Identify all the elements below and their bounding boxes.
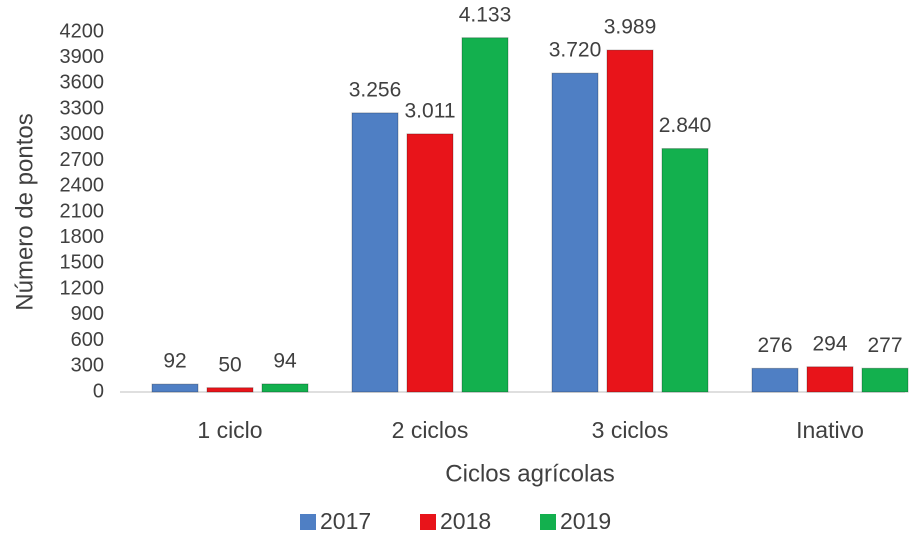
x-tick-label: 2 ciclos	[392, 417, 469, 443]
bar	[551, 72, 599, 393]
x-tick-label: 3 ciclos	[592, 417, 669, 443]
y-tick-label: 900	[71, 303, 104, 325]
y-tick-label: 0	[93, 380, 104, 402]
x-axis-title: Ciclos agrícolas	[445, 460, 614, 487]
bar	[806, 366, 854, 393]
legend-label: 2017	[320, 508, 371, 534]
bar	[606, 49, 654, 393]
value-label: 94	[273, 349, 297, 372]
bar	[406, 133, 454, 393]
y-tick-label: 2400	[60, 175, 105, 197]
value-label: 50	[218, 353, 241, 376]
bar	[261, 383, 309, 393]
value-label: 3.720	[549, 39, 602, 62]
legend-swatch	[300, 514, 316, 530]
bar	[151, 383, 199, 393]
bar	[861, 367, 909, 393]
bar	[351, 112, 399, 393]
y-tick-label: 3000	[60, 123, 105, 145]
legend-label: 2018	[440, 508, 491, 534]
legend-swatch	[420, 514, 436, 530]
value-label: 294	[812, 332, 847, 355]
y-tick-label: 1800	[60, 226, 105, 248]
bar	[461, 37, 509, 393]
bar	[206, 387, 254, 393]
value-label: 4.133	[459, 3, 512, 26]
y-tick-label: 2100	[60, 200, 105, 222]
y-tick-label: 3900	[60, 46, 105, 68]
bar	[661, 148, 709, 393]
value-label: 3.011	[405, 99, 456, 122]
value-label: 92	[163, 350, 186, 373]
y-tick-label: 1200	[60, 277, 105, 299]
y-tick-label: 2700	[60, 149, 105, 171]
y-tick-label: 3600	[60, 72, 105, 94]
legend-swatch	[540, 514, 556, 530]
value-label: 2.840	[659, 114, 712, 137]
y-axis-title: Número de pontos	[11, 113, 38, 310]
x-tick-label: Inativo	[796, 417, 864, 443]
y-tick-label: 600	[71, 329, 104, 351]
bar	[751, 367, 799, 393]
legend-label: 2019	[560, 508, 611, 534]
y-tick-label: 1500	[60, 252, 105, 274]
value-label: 3.256	[349, 78, 402, 101]
value-label: 277	[867, 334, 902, 357]
y-tick-label: 3300	[60, 97, 105, 119]
value-label: 276	[757, 334, 792, 357]
value-label: 3.989	[604, 16, 657, 39]
y-tick-label: 300	[71, 355, 104, 377]
y-tick-label: 4200	[60, 20, 105, 42]
x-tick-label: 1 ciclo	[197, 417, 262, 443]
